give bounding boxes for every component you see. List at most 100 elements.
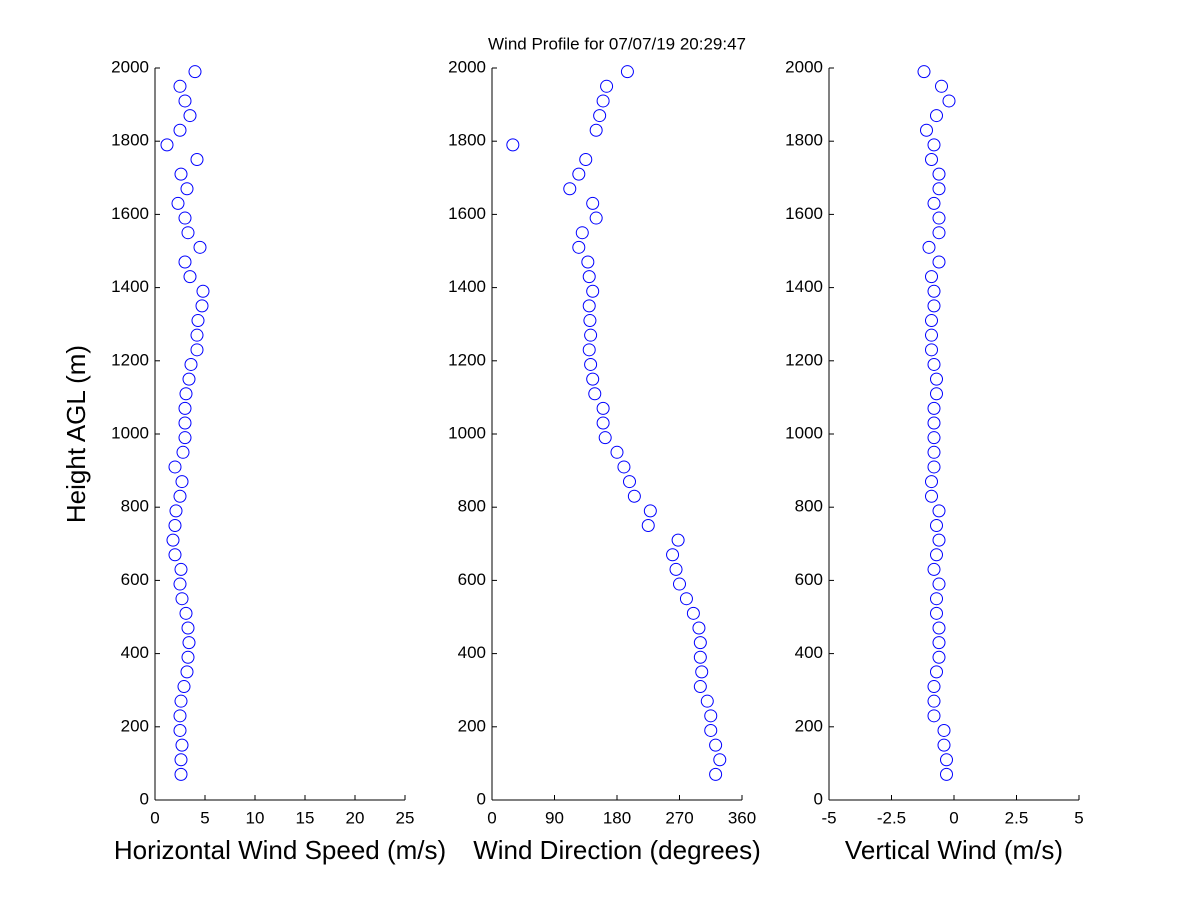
marker — [620, 65, 634, 79]
y-tick-label: 800 — [795, 497, 823, 516]
marker — [589, 123, 603, 137]
marker — [925, 314, 938, 328]
marker — [506, 138, 520, 152]
marker — [927, 562, 941, 576]
marker — [572, 240, 586, 254]
marker — [582, 299, 596, 313]
marker — [169, 504, 183, 518]
marker — [693, 636, 707, 650]
y-tick-label: 1400 — [448, 277, 486, 296]
marker — [935, 79, 948, 93]
marker — [596, 401, 610, 415]
marker — [178, 416, 192, 430]
y-tick-label: 0 — [814, 789, 823, 808]
marker — [704, 723, 718, 737]
marker — [695, 665, 709, 679]
marker — [173, 489, 187, 503]
marker — [175, 592, 189, 606]
marker — [178, 211, 192, 225]
x-tick-label: 25 — [396, 808, 415, 827]
marker — [181, 650, 195, 664]
marker — [927, 680, 941, 694]
marker — [160, 138, 174, 152]
y-tick-label: 1600 — [111, 204, 149, 223]
marker — [191, 314, 205, 328]
marker — [173, 577, 187, 591]
marker — [925, 489, 938, 503]
marker — [666, 548, 680, 562]
x-axis-label: Vertical Wind (m/s) — [845, 835, 1063, 865]
marker — [932, 504, 946, 518]
x-tick-label: 15 — [296, 808, 315, 827]
marker — [917, 65, 931, 79]
marker — [584, 328, 598, 342]
marker — [932, 211, 946, 225]
marker — [177, 680, 191, 694]
marker — [584, 357, 598, 371]
marker — [174, 753, 188, 767]
marker — [176, 445, 190, 459]
x-tick-label: 5 — [1074, 808, 1083, 827]
marker — [925, 153, 938, 166]
marker — [174, 562, 188, 576]
x-axis-label: Wind Direction (degrees) — [473, 835, 761, 865]
y-tick-label: 600 — [121, 570, 149, 589]
marker — [932, 255, 946, 269]
marker — [930, 548, 943, 562]
marker — [920, 123, 933, 137]
marker — [942, 94, 956, 108]
y-tick-label: 200 — [121, 716, 149, 735]
marker — [195, 299, 209, 313]
y-tick-label: 0 — [477, 789, 486, 808]
marker — [166, 533, 180, 547]
marker — [589, 211, 603, 225]
marker — [586, 284, 600, 298]
marker — [596, 94, 610, 108]
marker — [932, 226, 946, 240]
marker — [593, 109, 607, 123]
y-tick-label: 2000 — [111, 57, 149, 76]
marker — [179, 606, 193, 620]
marker — [927, 431, 941, 445]
marker — [575, 226, 589, 240]
marker — [173, 123, 187, 137]
marker — [693, 680, 707, 694]
marker — [709, 767, 723, 781]
marker — [643, 504, 657, 518]
marker — [581, 255, 595, 269]
marker — [927, 445, 941, 459]
marker — [930, 109, 943, 123]
marker — [173, 723, 187, 737]
y-tick-label: 1200 — [448, 350, 486, 369]
marker — [582, 270, 596, 284]
marker — [598, 431, 612, 445]
x-tick-label: 5 — [200, 808, 209, 827]
marker — [693, 650, 707, 664]
marker — [188, 65, 202, 79]
marker — [174, 167, 188, 181]
marker — [627, 489, 641, 503]
marker — [713, 753, 727, 767]
marker — [922, 240, 936, 254]
marker — [927, 401, 941, 415]
y-tick-label: 1000 — [111, 423, 149, 442]
y-tick-label: 1800 — [785, 131, 823, 150]
y-tick-label: 0 — [140, 789, 149, 808]
marker — [563, 182, 577, 196]
marker — [932, 636, 946, 650]
marker — [190, 328, 204, 342]
marker — [617, 460, 631, 474]
marker — [190, 153, 204, 166]
marker — [927, 284, 941, 298]
marker — [178, 401, 192, 415]
y-tick-label: 1800 — [111, 131, 149, 150]
y-tick-label: 2000 — [785, 57, 823, 76]
marker — [932, 621, 946, 635]
marker — [173, 79, 187, 93]
y-tick-label: 800 — [458, 497, 486, 516]
marker — [583, 314, 597, 328]
y-axis-label: Height AGL (m) — [61, 345, 91, 523]
x-tick-label: 360 — [728, 808, 756, 827]
y-tick-label: 1400 — [111, 277, 149, 296]
marker — [582, 343, 596, 357]
